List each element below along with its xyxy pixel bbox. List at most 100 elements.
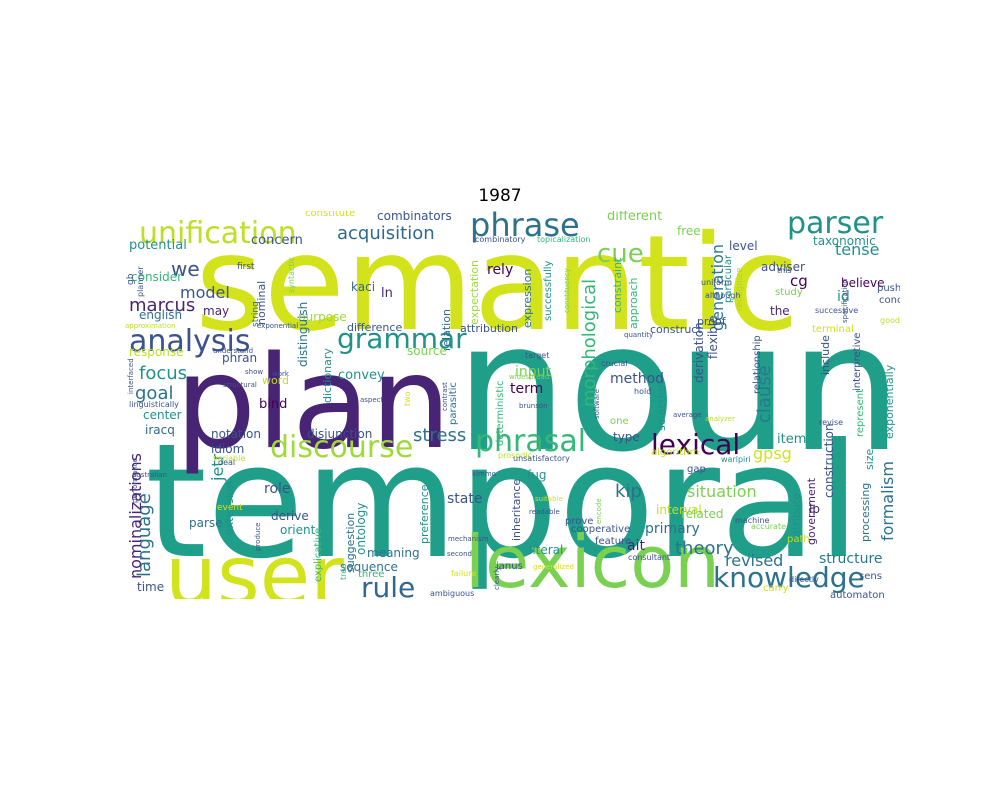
word-combinators: combinators <box>377 211 452 223</box>
word-phrasal: phrasal <box>475 424 586 459</box>
word-automaton: automaton <box>830 590 885 599</box>
word-explicative: explicative <box>313 528 324 582</box>
word-fug: fug <box>527 468 546 482</box>
word-readable: readable <box>529 508 560 516</box>
word-although: although <box>705 291 740 300</box>
word-structural: structural <box>223 381 257 389</box>
word-center: center <box>143 408 182 422</box>
word-bind: bind <box>259 397 287 412</box>
word-level: level <box>729 239 758 253</box>
word-may: may <box>203 304 229 318</box>
word-concern: concern <box>251 233 303 248</box>
word-disjunction: disjunction <box>307 427 372 441</box>
word-ontology: ontology <box>354 503 368 555</box>
word-gpsg: gpsg <box>753 444 792 463</box>
word-potential: potential <box>129 238 187 253</box>
word-performance: performance <box>131 458 139 503</box>
word-deal: deal <box>218 458 235 467</box>
word-source: source <box>407 344 447 358</box>
word-marcus: marcus <box>129 295 195 316</box>
word-temporal: temporal <box>145 410 861 594</box>
word-phrase: phrase <box>470 211 580 244</box>
word-taxonomic: taxonomic <box>813 234 876 248</box>
word-generation: generation <box>708 244 727 331</box>
word-consultant: consultant <box>628 553 670 562</box>
word-structure: structure <box>819 551 883 567</box>
chart-title: 1987 <box>478 186 522 206</box>
word-constituency: constituency <box>563 268 571 313</box>
word-tree: tree <box>339 564 348 580</box>
word-focus: focus <box>139 363 187 384</box>
word-kimmo: kimmo <box>472 470 496 478</box>
word-expression: expression <box>521 269 534 328</box>
word-understand: understand <box>213 347 253 355</box>
word-include: include <box>819 335 832 375</box>
word-rule: rule <box>361 571 415 599</box>
word-lexical: lexical <box>651 428 740 461</box>
word-tense: tense <box>835 240 879 259</box>
word-revised: revised <box>725 551 783 570</box>
word-prosodic: prosodic <box>498 451 532 460</box>
word-cue: cue <box>597 239 644 269</box>
word-analysis: analysis <box>129 324 250 359</box>
word-interpretive: interpretive <box>852 333 863 391</box>
word-purpose: purpose <box>298 310 347 324</box>
word-english: english <box>139 308 182 322</box>
word-related: related <box>681 507 723 521</box>
word-word: word <box>262 374 289 387</box>
word-clause: clause <box>754 365 775 423</box>
word-unification: unification <box>139 216 297 251</box>
word-processing: processing <box>859 483 872 542</box>
word-cg: cg <box>790 272 808 290</box>
word-pushdown: pushdown <box>877 283 900 294</box>
word-jetr: jetr <box>208 453 227 482</box>
word-plan: plan <box>175 329 451 478</box>
word-input: input <box>515 364 552 380</box>
word-cooperative: cooperative <box>571 524 630 535</box>
word-we: we <box>171 257 200 281</box>
word-algorithm: algorithm <box>651 447 699 458</box>
word-failure: failure <box>451 569 476 578</box>
word-user: user <box>165 529 344 599</box>
word-discourse: discourse <box>270 430 413 465</box>
word-machine: machine <box>735 516 769 525</box>
word-target: target <box>525 351 549 360</box>
word-terminal: terminal <box>812 324 854 335</box>
word-string: string <box>251 301 261 327</box>
word-good: good <box>880 316 900 325</box>
word-planner: planner <box>136 266 145 297</box>
word-the: the <box>770 304 790 318</box>
word-deterministic: deterministic <box>495 380 506 446</box>
word-extension: extension <box>223 481 236 535</box>
word-show: show <box>245 368 263 376</box>
word-brunson: brunson <box>519 402 548 410</box>
word-conclude: conclude <box>879 295 900 306</box>
word-acquisition: acquisition <box>337 223 435 244</box>
word-prove: prove <box>565 516 593 527</box>
word-stress: stress <box>413 425 466 446</box>
word-dictionary: dictionary <box>321 348 334 403</box>
word-knowledge: knowledge <box>713 561 865 594</box>
word-successive: successive <box>815 306 858 315</box>
word-uniform: uniform <box>701 278 732 287</box>
word-this: this <box>777 266 792 275</box>
word-lp: lp <box>809 502 820 516</box>
word-mechanism: mechanism <box>448 535 489 543</box>
word-attribution: attribution <box>460 322 518 335</box>
word-aspect: aspect <box>360 396 384 404</box>
word-widespread: widespread <box>509 373 549 381</box>
word-lexicon: lexicon <box>465 520 720 599</box>
word-nominal: nominal <box>255 281 268 325</box>
word-state: state <box>447 491 482 507</box>
word-two: two <box>403 391 412 406</box>
word-iracq: iracq <box>145 423 175 437</box>
word-flexible: flexible <box>706 316 720 360</box>
word-sens: sens <box>859 571 882 582</box>
word-quantity: quantity <box>624 331 653 339</box>
word-exponential: exponential <box>257 322 298 330</box>
word-language: language <box>134 493 155 577</box>
word-ln: ln <box>381 286 393 301</box>
word-contrast: contrast <box>441 382 449 411</box>
word-id: id <box>837 289 850 305</box>
